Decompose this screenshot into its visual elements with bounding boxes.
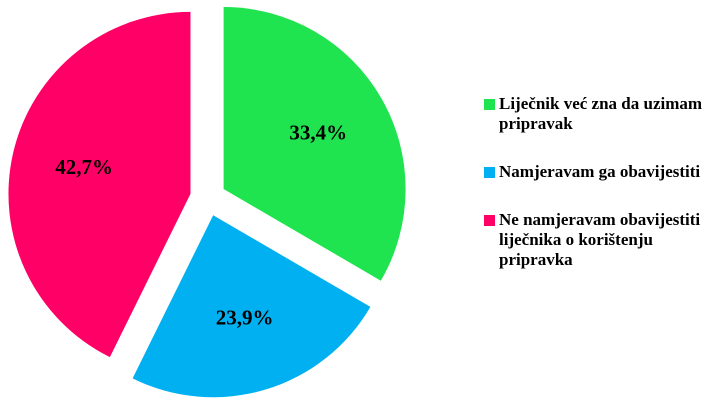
pie-slice [132, 215, 371, 398]
legend-entry: Namjeravam ga obavijestiti [484, 162, 720, 182]
legend-entry: Ne namjeravam obavijestiti liječnika o k… [484, 210, 720, 270]
legend-swatch [484, 99, 495, 110]
pie-slice [8, 11, 191, 358]
data-label: 23,9% [216, 306, 274, 330]
pie: 33,4% 23,9% 42,7% [8, 7, 406, 398]
pie-slice [223, 7, 406, 281]
legend-entry: Liječnik već zna da uzimam pripravak [484, 94, 720, 134]
legend: Liječnik već zna da uzimam pripravak Namj… [484, 94, 720, 298]
legend-swatch [484, 215, 495, 226]
legend-label: Ne namjeravam obavijestiti liječnika o k… [499, 210, 701, 269]
data-label: 42,7% [55, 155, 113, 179]
legend-label: Namjeravam ga obavijestiti [499, 162, 701, 181]
legend-swatch [484, 167, 495, 178]
data-label: 33,4% [289, 120, 347, 144]
legend-label: Liječnik već zna da uzimam pripravak [499, 94, 703, 133]
